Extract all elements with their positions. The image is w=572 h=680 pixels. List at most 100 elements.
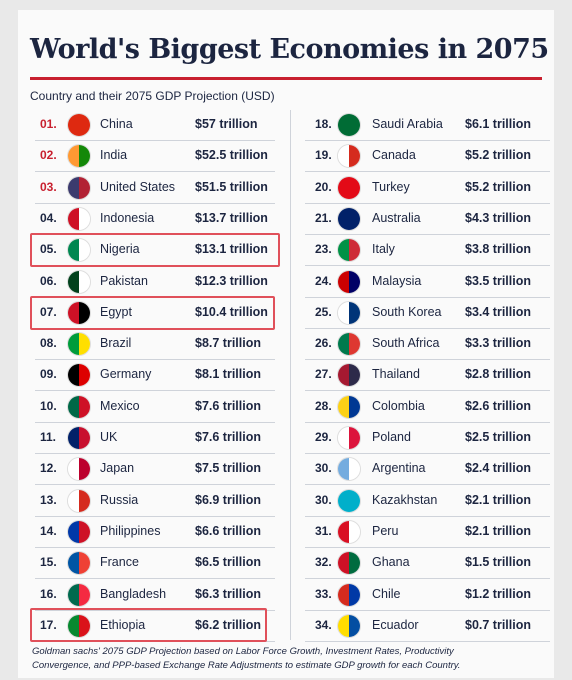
row-divider (35, 453, 275, 454)
gdp: $0.7 trillion (465, 617, 531, 632)
gdp: $8.1 trillion (195, 367, 261, 382)
gdp: $12.3 trillion (195, 273, 268, 288)
country: Ecuador (372, 617, 419, 632)
row-divider (305, 233, 550, 235)
flag-icon (68, 239, 90, 262)
row-divider (35, 515, 275, 517)
row-divider (35, 390, 275, 392)
gdp: $2.8 trillion (465, 367, 531, 382)
rank: 23. (315, 242, 332, 257)
flag-icon (338, 489, 360, 512)
flag-icon (68, 583, 90, 606)
rank: 30. (315, 461, 332, 476)
flag-icon (338, 614, 360, 637)
country: Japan (100, 461, 135, 476)
card (18, 10, 554, 678)
rank: 24. (315, 273, 332, 288)
rank: 03. (40, 179, 57, 194)
country: Pakistan (100, 273, 148, 288)
rank: 29. (315, 430, 332, 444)
flag-icon (68, 301, 90, 324)
row-divider (305, 171, 550, 173)
flag-icon (68, 270, 90, 293)
flag-icon (338, 583, 360, 606)
country: Mexico (100, 398, 140, 413)
flag-icon (68, 145, 90, 168)
rank: 16. (40, 586, 57, 601)
country: Germany (100, 367, 152, 382)
gdp: $2.1 trillion (465, 492, 531, 507)
country: China (100, 117, 133, 131)
rank: 05. (40, 242, 57, 257)
flag-icon (68, 176, 90, 199)
highlight-box (30, 233, 280, 267)
rank: 10. (40, 398, 57, 413)
country: Brazil (100, 336, 132, 351)
rank: 14. (40, 523, 57, 538)
rank: 20. (315, 179, 332, 194)
row-divider (35, 140, 275, 141)
country: France (100, 555, 139, 570)
row-divider (305, 327, 550, 329)
country: Kazakhstan (372, 492, 438, 507)
flag-icon (338, 458, 360, 481)
gdp: $5.2 trillion (465, 179, 531, 194)
rank: 17. (40, 617, 57, 632)
rank: 09. (40, 367, 57, 382)
gdp: $6.1 trillion (465, 117, 531, 131)
rank: 04. (40, 210, 57, 225)
flag-icon (338, 114, 360, 136)
flag-icon (338, 301, 360, 324)
rank: 15. (40, 555, 57, 570)
country: Saudi Arabia (372, 117, 443, 131)
footnote: Goldman sachs' 2075 GDP Projection based… (32, 646, 454, 657)
gdp: $6.6 trillion (195, 523, 261, 538)
column-divider (290, 110, 291, 640)
gdp: $3.4 trillion (465, 304, 531, 319)
row-divider (35, 578, 275, 580)
flag-icon (68, 458, 90, 481)
flag-icon (338, 239, 360, 262)
row-divider (305, 546, 550, 548)
row-divider (305, 265, 550, 267)
flag-icon (68, 364, 90, 387)
gdp: $3.5 trillion (465, 273, 531, 288)
highlight-box (30, 296, 275, 330)
flag-icon (338, 427, 360, 449)
gdp: $8.7 trillion (195, 336, 261, 351)
flag-icon (68, 489, 90, 512)
gdp: $7.5 trillion (195, 461, 261, 476)
country: Argentina (372, 461, 426, 476)
row-divider (35, 202, 275, 204)
rank: 19. (315, 148, 332, 163)
country: Ethiopia (100, 617, 146, 632)
rank: 25. (315, 304, 332, 319)
row-divider (305, 140, 550, 141)
rank: 28. (315, 398, 332, 413)
gdp: $57 trillion (195, 117, 258, 131)
gdp: $1.5 trillion (465, 555, 531, 570)
gdp: $6.2 trillion (195, 617, 261, 632)
rank: 12. (40, 461, 57, 476)
rank: 31. (315, 523, 332, 538)
row-divider (305, 578, 550, 580)
gdp: $2.5 trillion (465, 430, 531, 444)
country: India (100, 148, 128, 163)
row-divider (35, 484, 275, 486)
rank: 18. (315, 117, 332, 131)
rank: 13. (40, 492, 57, 507)
row-divider (305, 453, 550, 454)
gdp: $6.5 trillion (195, 555, 261, 570)
flag-icon (338, 333, 360, 356)
flag-icon (68, 207, 90, 230)
rank: 32. (315, 555, 332, 570)
gdp: $7.6 trillion (195, 398, 261, 413)
flag-icon (338, 395, 360, 418)
flag-icon (68, 333, 90, 356)
row-divider (305, 390, 550, 392)
row-divider (305, 515, 550, 517)
gdp: $7.6 trillion (195, 430, 261, 444)
row-divider (305, 202, 550, 204)
rank: 01. (40, 117, 57, 131)
gdp: $13.1 trillion (195, 242, 268, 257)
